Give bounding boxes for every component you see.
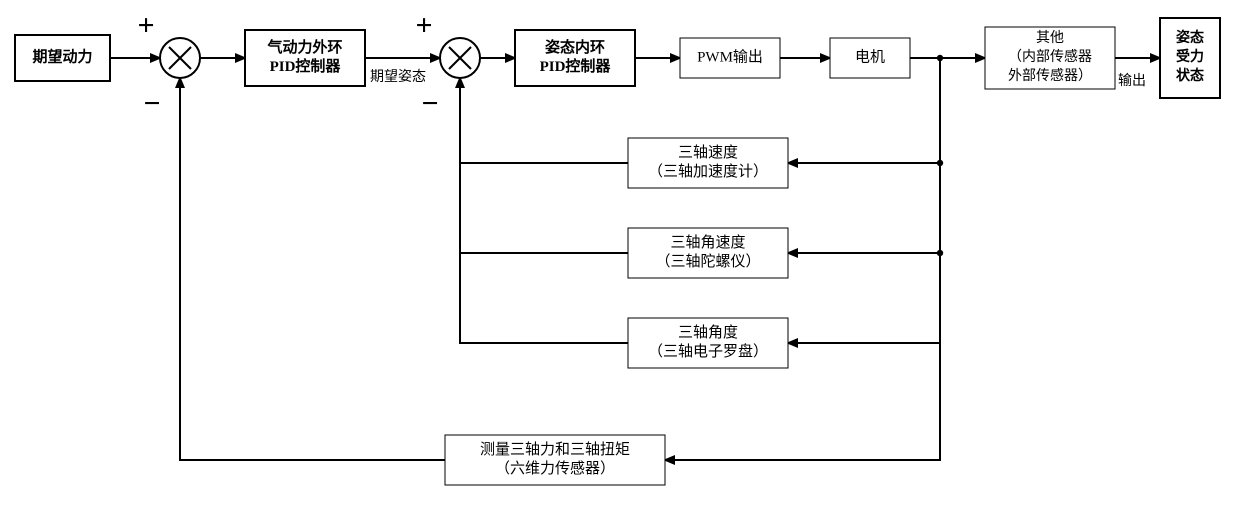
label-b7-0: 姿态 xyxy=(1176,29,1204,46)
label-b6-2: 外部传感器） xyxy=(1008,67,1092,84)
label-fb4-0: 测量三轴力和三轴扭矩 xyxy=(480,441,630,458)
label-b6-0: 其他 xyxy=(1036,30,1064,46)
label-b7-2: 状态 xyxy=(1176,67,1204,84)
sign-p1: + xyxy=(137,9,154,42)
sign-m1: − xyxy=(143,87,160,120)
label-b1-0: 期望动力 xyxy=(32,47,92,65)
label-fb4-1: （六维力传感器） xyxy=(495,460,615,477)
label-b3-0: 姿态内环 xyxy=(545,38,605,56)
sign-p2: + xyxy=(415,9,432,42)
label-fb1-0: 三轴速度 xyxy=(678,144,738,161)
label-b5-0: 电机 xyxy=(855,48,885,65)
free-label-l_exp_att: 期望姿态 xyxy=(370,69,426,85)
label-b2-1: PID控制器 xyxy=(270,57,342,75)
label-fb1-1: （三轴加速度计） xyxy=(648,163,768,180)
label-b3-1: PID控制器 xyxy=(540,57,612,75)
label-fb3-0: 三轴角度 xyxy=(678,324,738,341)
sign-m2: − xyxy=(421,87,438,120)
label-b2-0: 气动力外环 xyxy=(266,38,342,56)
label-b4-0: PWM输出 xyxy=(697,48,763,65)
label-fb2-1: （三轴陀螺仪） xyxy=(655,253,760,270)
label-fb3-1: （三轴电子罗盘） xyxy=(648,342,768,360)
label-b6-1: （内部传感器 xyxy=(1008,48,1092,65)
label-fb2-0: 三轴角速度 xyxy=(670,234,745,251)
label-b7-1: 受力 xyxy=(1176,48,1204,65)
free-label-l_output: 输出 xyxy=(1118,73,1146,89)
